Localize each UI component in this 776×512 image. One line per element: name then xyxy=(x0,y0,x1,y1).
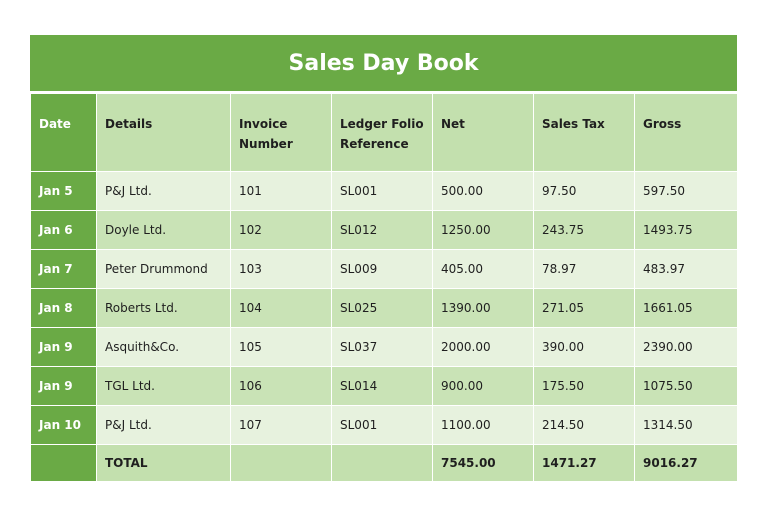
cell-ref-empty xyxy=(331,444,433,482)
table-row: Jan 6 Doyle Ltd. 102 SL012 1250.00 243.7… xyxy=(30,210,738,250)
cell-gross: 2390.00 xyxy=(634,327,738,367)
cell-ref: SL009 xyxy=(331,249,433,289)
cell-net: 1250.00 xyxy=(432,210,534,250)
cell-gross: 1493.75 xyxy=(634,210,738,250)
cell-date: Jan 9 xyxy=(30,327,97,367)
cell-gross: 1314.50 xyxy=(634,405,738,445)
cell-details: Doyle Ltd. xyxy=(96,210,231,250)
cell-gross: 597.50 xyxy=(634,171,738,211)
cell-net: 900.00 xyxy=(432,366,534,406)
sales-day-book: Sales Day Book Date Details Invoice Numb… xyxy=(30,35,738,482)
cell-details: Peter Drummond xyxy=(96,249,231,289)
cell-net: 1100.00 xyxy=(432,405,534,445)
cell-invoice: 107 xyxy=(230,405,332,445)
cell-ref: SL025 xyxy=(331,288,433,328)
header-date: Date xyxy=(30,93,97,172)
cell-date: Jan 8 xyxy=(30,288,97,328)
cell-date: Jan 5 xyxy=(30,171,97,211)
header-gross: Gross xyxy=(634,93,738,172)
header-ledger-line2: Reference xyxy=(340,137,409,151)
cell-invoice: 101 xyxy=(230,171,332,211)
header-net: Net xyxy=(432,93,534,172)
cell-tax: 271.05 xyxy=(533,288,635,328)
cell-tax: 175.50 xyxy=(533,366,635,406)
header-details: Details xyxy=(96,93,231,172)
sales-table: Date Details Invoice Number Ledger Folio… xyxy=(30,93,738,482)
total-label: TOTAL xyxy=(96,444,231,482)
cell-ref: SL001 xyxy=(331,171,433,211)
cell-tax: 243.75 xyxy=(533,210,635,250)
cell-details: P&J Ltd. xyxy=(96,405,231,445)
cell-invoice: 106 xyxy=(230,366,332,406)
cell-gross: 1075.50 xyxy=(634,366,738,406)
table-row: Jan 10 P&J Ltd. 107 SL001 1100.00 214.50… xyxy=(30,405,738,445)
cell-ref: SL014 xyxy=(331,366,433,406)
cell-details: Roberts Ltd. xyxy=(96,288,231,328)
cell-date: Jan 10 xyxy=(30,405,97,445)
cell-gross: 483.97 xyxy=(634,249,738,289)
cell-date: Jan 7 xyxy=(30,249,97,289)
cell-tax: 214.50 xyxy=(533,405,635,445)
cell-invoice-empty xyxy=(230,444,332,482)
cell-date: Jan 9 xyxy=(30,366,97,406)
header-invoice-line2: Number xyxy=(239,137,293,151)
cell-ref: SL012 xyxy=(331,210,433,250)
cell-ref: SL001 xyxy=(331,405,433,445)
cell-net: 405.00 xyxy=(432,249,534,289)
header-invoice-number: Invoice Number xyxy=(230,93,332,172)
cell-ref: SL037 xyxy=(331,327,433,367)
cell-details: Asquith&Co. xyxy=(96,327,231,367)
total-row: TOTAL 7545.00 1471.27 9016.27 xyxy=(30,444,738,482)
cell-net: 1390.00 xyxy=(432,288,534,328)
cell-date: Jan 6 xyxy=(30,210,97,250)
cell-tax: 78.97 xyxy=(533,249,635,289)
cell-net: 2000.00 xyxy=(432,327,534,367)
table-row: Jan 5 P&J Ltd. 101 SL001 500.00 97.50 59… xyxy=(30,171,738,211)
cell-tax: 97.50 xyxy=(533,171,635,211)
cell-invoice: 102 xyxy=(230,210,332,250)
table-row: Jan 7 Peter Drummond 103 SL009 405.00 78… xyxy=(30,249,738,289)
cell-details: P&J Ltd. xyxy=(96,171,231,211)
header-ledger-line1: Ledger Folio xyxy=(340,117,424,131)
total-gross: 9016.27 xyxy=(634,444,738,482)
header-ledger-folio-reference: Ledger Folio Reference xyxy=(331,93,433,172)
page-title: Sales Day Book xyxy=(30,35,737,93)
header-row: Date Details Invoice Number Ledger Folio… xyxy=(30,93,738,172)
table-row: Jan 8 Roberts Ltd. 104 SL025 1390.00 271… xyxy=(30,288,738,328)
cell-date-empty xyxy=(30,444,97,482)
header-sales-tax: Sales Tax xyxy=(533,93,635,172)
cell-gross: 1661.05 xyxy=(634,288,738,328)
cell-invoice: 103 xyxy=(230,249,332,289)
cell-net: 500.00 xyxy=(432,171,534,211)
header-invoice-line1: Invoice xyxy=(239,117,288,131)
cell-invoice: 104 xyxy=(230,288,332,328)
total-net: 7545.00 xyxy=(432,444,534,482)
cell-tax: 390.00 xyxy=(533,327,635,367)
table-row: Jan 9 Asquith&Co. 105 SL037 2000.00 390.… xyxy=(30,327,738,367)
table-row: Jan 9 TGL Ltd. 106 SL014 900.00 175.50 1… xyxy=(30,366,738,406)
cell-details: TGL Ltd. xyxy=(96,366,231,406)
total-tax: 1471.27 xyxy=(533,444,635,482)
cell-invoice: 105 xyxy=(230,327,332,367)
